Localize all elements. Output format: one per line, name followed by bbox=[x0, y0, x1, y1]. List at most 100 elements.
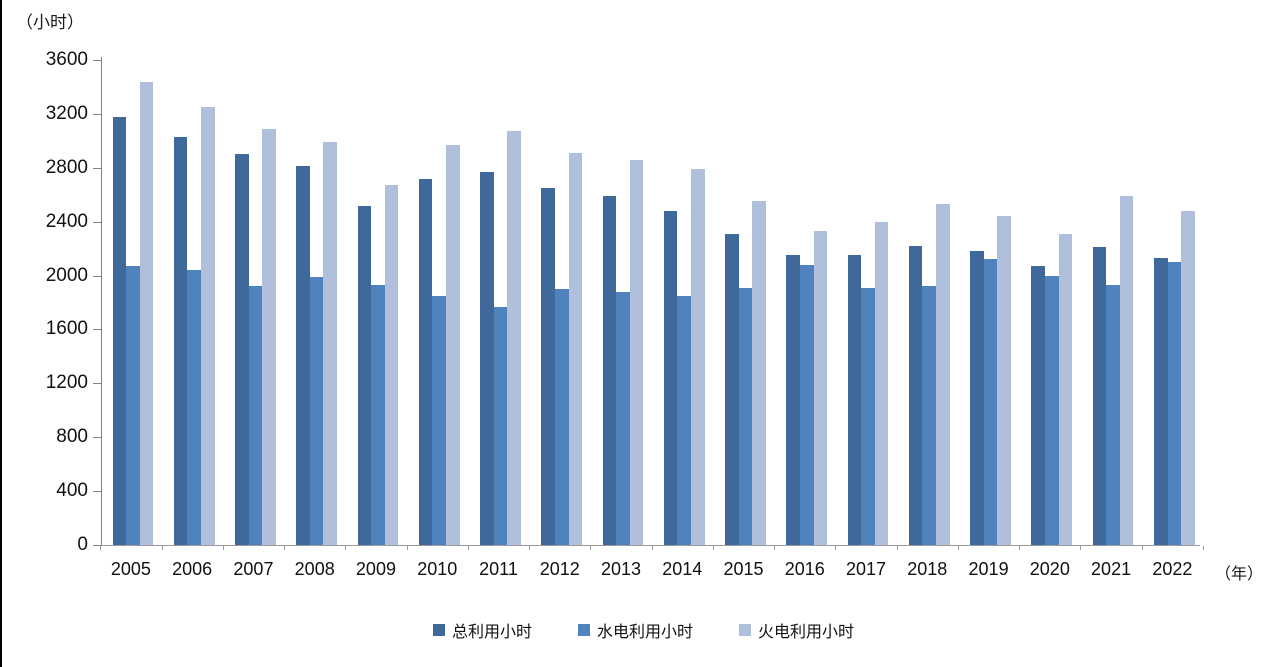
x-tick-mark bbox=[406, 546, 408, 550]
x-axis-unit-label: （年） bbox=[1215, 566, 1264, 583]
bar-总利用小时-2019 bbox=[970, 251, 984, 545]
bar-水电利用小时-2015 bbox=[738, 287, 753, 545]
bar-总利用小时-2007 bbox=[235, 154, 249, 545]
legend-label: 火电利用小时 bbox=[758, 624, 855, 641]
legend-swatch-icon bbox=[577, 624, 590, 636]
x-tick-label-2019: 2019 bbox=[968, 559, 1009, 579]
bar-水电利用小时-2022 bbox=[1167, 262, 1182, 545]
x-tick-label-2017: 2017 bbox=[846, 559, 887, 579]
bar-火电利用小时-2012 bbox=[568, 152, 583, 545]
bar-总利用小时-2021 bbox=[1092, 247, 1107, 545]
x-tick-mark bbox=[957, 546, 959, 550]
bar-总利用小时-2012 bbox=[541, 187, 555, 545]
bar-水电利用小时-2006 bbox=[187, 270, 201, 545]
bar-水电利用小时-2013 bbox=[616, 291, 630, 545]
x-tick-mark bbox=[774, 546, 776, 550]
bar-水电利用小时-2007 bbox=[248, 286, 263, 545]
bar-总利用小时-2005 bbox=[112, 116, 127, 545]
y-tick-label: 3200 bbox=[45, 102, 88, 124]
bar-水电利用小时-2011 bbox=[493, 306, 508, 545]
y-tick-mark bbox=[93, 383, 101, 385]
y-tick-label: 800 bbox=[56, 426, 88, 448]
y-tick-mark bbox=[93, 545, 101, 546]
bar-水电利用小时-2019 bbox=[983, 259, 998, 545]
x-tick-mark bbox=[651, 546, 653, 550]
x-tick-mark bbox=[896, 546, 898, 550]
bar-总利用小时-2013 bbox=[602, 196, 617, 545]
bar-火电利用小时-2013 bbox=[629, 159, 644, 545]
legend-label: 水电利用小时 bbox=[596, 624, 693, 641]
y-tick-mark bbox=[93, 275, 101, 277]
bar-火电利用小时-2016 bbox=[813, 231, 828, 545]
x-tick-mark bbox=[712, 546, 714, 550]
x-tick-label-2018: 2018 bbox=[907, 559, 948, 579]
x-tick-mark bbox=[1080, 546, 1082, 550]
bar-火电利用小时-2018 bbox=[936, 204, 950, 545]
legend-item-1: 总利用小时 bbox=[432, 618, 532, 642]
x-tick-label-2022: 2022 bbox=[1152, 559, 1193, 579]
bar-总利用小时-2016 bbox=[786, 255, 800, 545]
bar-总利用小时-2011 bbox=[480, 171, 494, 545]
bar-总利用小时-2015 bbox=[725, 233, 739, 545]
x-tick-label-2012: 2012 bbox=[539, 559, 580, 579]
bar-火电利用小时-2020 bbox=[1058, 233, 1073, 545]
bar-总利用小时-2017 bbox=[847, 255, 862, 545]
x-tick-label-2010: 2010 bbox=[417, 559, 458, 579]
x-tick-mark bbox=[1202, 546, 1204, 550]
x-tick-mark bbox=[345, 546, 347, 550]
y-tick-label: 1200 bbox=[45, 372, 88, 394]
bar-总利用小时-2008 bbox=[296, 166, 310, 545]
y-tick-label: 0 bbox=[77, 534, 88, 555]
y-tick-label: 1600 bbox=[45, 318, 88, 340]
y-tick-mark bbox=[93, 491, 101, 493]
bar-火电利用小时-2017 bbox=[874, 221, 889, 545]
bar-火电利用小时-2019 bbox=[997, 216, 1011, 545]
bar-总利用小时-2010 bbox=[418, 178, 433, 545]
x-tick-mark bbox=[1019, 546, 1021, 550]
bar-水电利用小时-2021 bbox=[1106, 284, 1120, 545]
x-tick-mark bbox=[100, 546, 102, 550]
y-axis-unit-label: （小时） bbox=[16, 13, 84, 32]
x-tick-mark bbox=[467, 546, 469, 550]
x-tick-label-2016: 2016 bbox=[784, 559, 825, 579]
y-tick-label: 2800 bbox=[45, 156, 88, 178]
y-tick-label: 2400 bbox=[45, 210, 88, 232]
bar-总利用小时-2018 bbox=[908, 245, 923, 545]
x-tick-label-2008: 2008 bbox=[294, 559, 335, 579]
bar-火电利用小时-2005 bbox=[139, 81, 154, 545]
x-tick-mark bbox=[284, 546, 286, 550]
bar-火电利用小时-2009 bbox=[384, 185, 399, 545]
bar-水电利用小时-2020 bbox=[1045, 275, 1059, 545]
x-tick-label-2006: 2006 bbox=[172, 559, 213, 579]
legend-label: 总利用小时 bbox=[451, 624, 532, 641]
bar-总利用小时-2009 bbox=[357, 205, 372, 545]
legend-item-2: 水电利用小时 bbox=[577, 618, 693, 642]
y-tick-label: 400 bbox=[56, 480, 88, 502]
x-tick-label-2011: 2011 bbox=[479, 559, 518, 579]
bar-水电利用小时-2005 bbox=[126, 266, 140, 545]
y-tick-mark bbox=[93, 329, 101, 331]
x-tick-label-2009: 2009 bbox=[355, 559, 396, 579]
bar-火电利用小时-2011 bbox=[507, 131, 521, 545]
y-tick-mark bbox=[93, 167, 101, 169]
x-tick-label-2005: 2005 bbox=[110, 559, 151, 579]
chart-legend: 总利用小时 水电利用小时 火电利用小时 bbox=[2, 618, 1285, 642]
y-axis-line bbox=[101, 57, 102, 545]
legend-swatch-icon bbox=[432, 624, 445, 636]
x-tick-label-2020: 2020 bbox=[1029, 559, 1070, 579]
y-tick-label: 3600 bbox=[45, 49, 88, 70]
y-tick-mark bbox=[93, 437, 101, 439]
x-tick-label-2013: 2013 bbox=[600, 559, 642, 579]
bar-火电利用小时-2006 bbox=[200, 107, 215, 545]
x-tick-mark bbox=[161, 546, 163, 550]
x-tick-mark bbox=[529, 546, 531, 550]
x-tick-label-2021: 2021 bbox=[1091, 559, 1132, 579]
x-tick-mark bbox=[1141, 546, 1143, 550]
y-tick-mark bbox=[93, 60, 101, 61]
bar-水电利用小时-2009 bbox=[371, 284, 385, 545]
bar-火电利用小时-2008 bbox=[323, 142, 338, 545]
bar-火电利用小时-2015 bbox=[752, 201, 766, 545]
bar-水电利用小时-2014 bbox=[677, 295, 692, 545]
bar-总利用小时-2022 bbox=[1153, 258, 1168, 545]
